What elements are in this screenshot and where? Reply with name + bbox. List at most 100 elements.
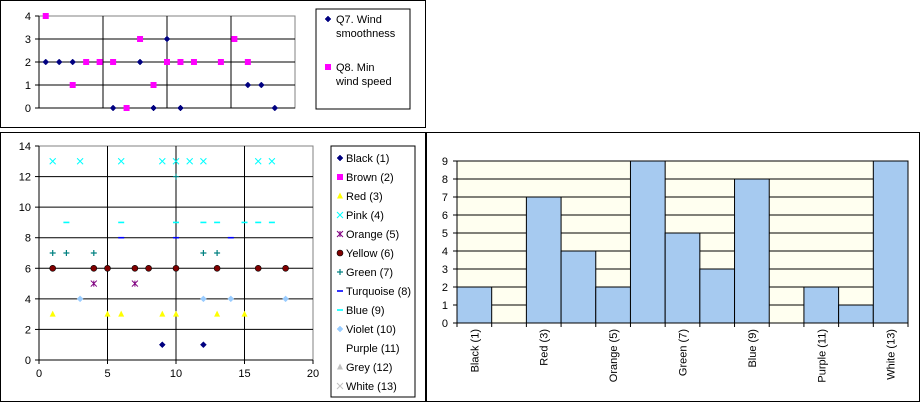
x-tick-label: 10 (170, 368, 182, 380)
point-green-7 (90, 250, 97, 256)
chart-colour-bars: 0 1 2 3 4 5 6 7 8 9 Black (1) Red (3) Orange (5) Gree… (442, 156, 909, 383)
y-tick-label: 1 (442, 300, 448, 312)
point-yellow-6 (145, 264, 152, 272)
point-yellow-6 (90, 264, 98, 272)
y-tick-label: 2 (25, 324, 31, 336)
point-yellow-6 (213, 264, 221, 272)
point-black-1 (158, 341, 166, 349)
legend-label: Brown (2) (346, 172, 394, 184)
point-yellow-6 (131, 264, 139, 272)
point-wind-smoothness (177, 104, 184, 112)
legend-label: Grey (12) (346, 362, 392, 374)
point-green-7 (173, 173, 179, 180)
legend: Black (1) Brown (2) Red (3) Pink (4) Orange … (330, 145, 416, 398)
bar-green-7 (664, 232, 701, 324)
chart-colour-scatter: 0 2 4 6 8 10 12 14 0 5 10 15 20 Black (1) Brown (2) Red… (19, 141, 416, 398)
point-wind-smoothness (244, 81, 252, 89)
bar-yellow-6 (629, 160, 666, 324)
legend-label: White (13) (346, 381, 397, 393)
x-tick-label: Orange (5) (608, 329, 620, 382)
point-orange-5 (90, 280, 98, 287)
point-violet-10 (200, 295, 207, 303)
y-tick-label: 8 (25, 233, 31, 245)
x-tick-label: 20 (307, 368, 319, 380)
chart-wind: 0 1 2 3 4 Q7. Wind smoothness Q8. Min wind speed (25, 8, 411, 115)
x-tick-label: 15 (238, 368, 250, 380)
point-red-3 (214, 310, 221, 317)
point-violet-10 (76, 295, 84, 303)
legend-label: Green (7) (346, 267, 393, 279)
point-min-wind-speed (83, 59, 90, 65)
point-wind-smoothness (271, 104, 279, 112)
x-tick-label: 5 (104, 368, 110, 380)
y-tick-label: 14 (19, 141, 31, 153)
point-red-3 (104, 310, 111, 317)
legend-marker (336, 154, 344, 162)
point-min-wind-speed (150, 82, 157, 88)
point-wind-smoothness (55, 58, 63, 66)
point-min-wind-speed (217, 59, 224, 65)
point-red-3 (118, 310, 125, 317)
point-wind-smoothness (69, 58, 77, 66)
point-wind-smoothness (136, 58, 144, 66)
y-tick-label: 1 (25, 80, 31, 92)
point-min-wind-speed (96, 59, 103, 65)
legend-box (330, 145, 416, 398)
legend-label: Red (3) (346, 191, 383, 203)
legend: Q7. Wind smoothness Q8. Min wind speed (315, 8, 411, 110)
y-tick-label: 4 (442, 246, 448, 258)
legend-marker (336, 211, 344, 219)
point-pink-4 (158, 157, 166, 165)
y-tick-label: 4 (25, 11, 31, 23)
point-black-1 (200, 341, 207, 349)
y-tick-label: 8 (442, 174, 448, 186)
point-red-3 (159, 310, 166, 317)
legend-label: Black (1) (346, 153, 389, 165)
y-tick-label: 0 (25, 355, 31, 367)
x-tick-label: Black (1) (469, 329, 481, 372)
point-min-wind-speed (177, 59, 184, 65)
legend-marker (337, 192, 343, 199)
point-yellow-6 (172, 264, 180, 272)
y-tick-label: 0 (442, 318, 448, 330)
point-min-wind-speed (164, 59, 170, 65)
point-min-wind-speed (123, 105, 130, 111)
legend-label: Q7. Wind smoothness (336, 14, 396, 40)
point-min-wind-speed (110, 59, 117, 65)
bar-white-13 (872, 160, 909, 324)
legend-marker (336, 325, 344, 333)
point-red-3 (173, 310, 179, 317)
point-wind-smoothness (257, 81, 265, 89)
legend-marker (336, 382, 344, 390)
y-tick-label: 5 (442, 228, 448, 240)
point-pink-4 (268, 157, 276, 165)
y-tick-label: 2 (442, 282, 448, 294)
point-wind-smoothness (163, 35, 171, 43)
legend-marker (325, 64, 331, 70)
point-violet-10 (282, 295, 289, 303)
point-orange-5 (131, 280, 139, 287)
legend-marker (337, 174, 343, 180)
legend-label: Violet (10) (346, 324, 396, 336)
y-tick-label: 0 (25, 103, 31, 115)
point-min-wind-speed (69, 82, 76, 88)
point-min-wind-speed (137, 36, 144, 42)
point-pink-4 (76, 157, 84, 165)
legend-marker (337, 363, 343, 370)
bar-black-1 (456, 286, 493, 324)
legend-label: Pink (4) (346, 210, 384, 222)
x-tick-label: Purple (11) (816, 329, 828, 383)
point-wind-smoothness (150, 104, 157, 112)
point-yellow-6 (49, 264, 57, 272)
bar-red-3 (525, 196, 562, 324)
x-tick-label: White (13) (886, 329, 898, 380)
point-green-7 (49, 250, 56, 256)
point-green-7 (200, 250, 207, 256)
legend-label: Blue (9) (346, 305, 385, 317)
point-min-wind-speed (231, 36, 238, 42)
legend-marker (324, 15, 332, 23)
point-pink-4 (49, 157, 57, 165)
legend-label: Q8. Min wind speed (335, 62, 392, 88)
bar-orange-5 (595, 286, 631, 324)
point-violet-10 (227, 295, 235, 303)
